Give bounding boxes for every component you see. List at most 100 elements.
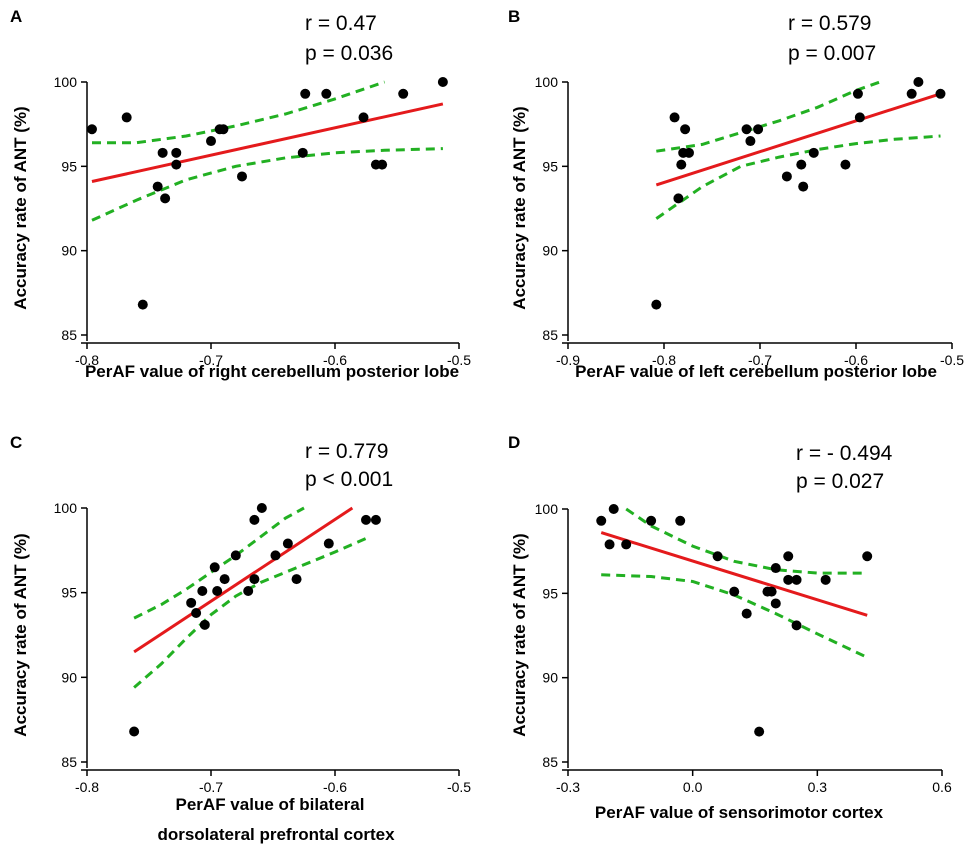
stat-p: p = 0.007 [788, 42, 876, 65]
x-tick-label: -0.8 [75, 352, 99, 368]
regression-line [133, 506, 354, 654]
data-point [791, 620, 802, 631]
data-point [935, 88, 946, 99]
data-point [852, 88, 863, 99]
data-point [596, 515, 607, 526]
x-tick-label: -0.6 [323, 779, 347, 795]
data-point [766, 586, 777, 597]
data-point [798, 181, 809, 192]
x-axis-title: PerAF value of sensorimotor cortex [595, 803, 884, 822]
data-point [191, 607, 202, 618]
data-point [249, 514, 260, 525]
stat-p: p = 0.036 [305, 42, 393, 65]
x-tick-label: -0.6 [844, 352, 868, 368]
x-tick-label: -0.8 [75, 779, 99, 795]
stat-p: p < 0.001 [305, 468, 393, 491]
data-point [820, 574, 831, 585]
data-point [197, 585, 208, 596]
y-tick-label: 85 [61, 754, 77, 770]
y-tick-label: 95 [61, 585, 77, 601]
data-point [741, 124, 752, 135]
data-point [608, 504, 619, 514]
x-tick-label: -0.9 [556, 352, 580, 368]
y-axis-title: Accuracy rate of ANT (%) [11, 533, 30, 736]
data-point [321, 88, 332, 99]
y-axis-title: Accuracy rate of ANT (%) [11, 106, 30, 309]
x-tick-label: -0.5 [447, 352, 471, 368]
data-point [121, 112, 132, 123]
data-point [753, 124, 764, 135]
data-point [218, 124, 229, 135]
panel-label: D [508, 433, 520, 452]
data-point [270, 550, 281, 561]
ci-upper-band [625, 507, 868, 575]
stat-r: r = - 0.494 [796, 442, 893, 465]
data-point [361, 514, 371, 525]
data-point [712, 551, 723, 562]
data-point [862, 551, 873, 562]
data-point [212, 585, 223, 596]
data-point [209, 562, 220, 573]
stat-r: r = 0.779 [305, 440, 388, 463]
x-tick-label: 0.3 [808, 779, 828, 795]
x-tick-label: -0.5 [447, 779, 471, 795]
data-point [398, 88, 409, 99]
x-tick-label: -0.3 [556, 779, 580, 795]
data-point [651, 299, 662, 310]
data-point [745, 136, 756, 147]
panel-label: A [10, 7, 22, 26]
x-tick-label: -0.8 [652, 352, 676, 368]
data-point [840, 159, 851, 170]
data-point [754, 726, 765, 737]
ci-lower-band [91, 147, 443, 222]
y-tick-label: 90 [542, 243, 558, 259]
x-tick-label: -0.5 [940, 352, 964, 368]
stat-p: p = 0.027 [796, 470, 884, 493]
regression-line [91, 102, 444, 183]
data-point [206, 136, 216, 147]
y-tick-label: 95 [61, 158, 77, 174]
ci-upper-band [92, 80, 386, 145]
y-axis-title: Accuracy rate of ANT (%) [510, 533, 529, 736]
data-point [297, 147, 308, 158]
data-point [282, 538, 293, 549]
data-point [160, 193, 171, 204]
data-point [323, 538, 334, 549]
data-point [152, 181, 163, 192]
data-point [300, 88, 311, 99]
data-point [913, 77, 924, 87]
panel-label: B [508, 7, 520, 26]
data-point [680, 124, 691, 135]
data-point [675, 515, 686, 526]
x-axis-title: dorsolateral prefrontal cortex [157, 825, 395, 844]
panel-label: C [10, 433, 22, 452]
data-point [781, 171, 792, 182]
data-point [370, 514, 381, 525]
data-point [171, 147, 182, 158]
ci-lower-band [655, 134, 941, 220]
data-point [646, 515, 657, 526]
data-point [604, 539, 615, 550]
data-point [377, 159, 388, 170]
x-axis-title: PerAF value of bilateral [176, 795, 365, 814]
y-tick-label: 100 [535, 501, 559, 517]
data-point [137, 299, 148, 310]
x-tick-label: 0.0 [683, 779, 703, 795]
y-tick-label: 90 [542, 670, 558, 686]
data-point [783, 551, 794, 562]
data-point [237, 171, 247, 182]
data-point [249, 574, 260, 585]
data-point [683, 147, 694, 158]
data-point [358, 112, 369, 123]
x-tick-label: -0.7 [748, 352, 772, 368]
data-point [86, 124, 97, 135]
y-tick-label: 95 [542, 158, 558, 174]
data-point [676, 159, 687, 170]
data-point [437, 77, 448, 87]
data-point [243, 585, 254, 596]
data-point [621, 539, 632, 550]
x-axis-title: PerAF value of left cerebellum posterior… [575, 362, 937, 381]
data-point [770, 598, 781, 609]
